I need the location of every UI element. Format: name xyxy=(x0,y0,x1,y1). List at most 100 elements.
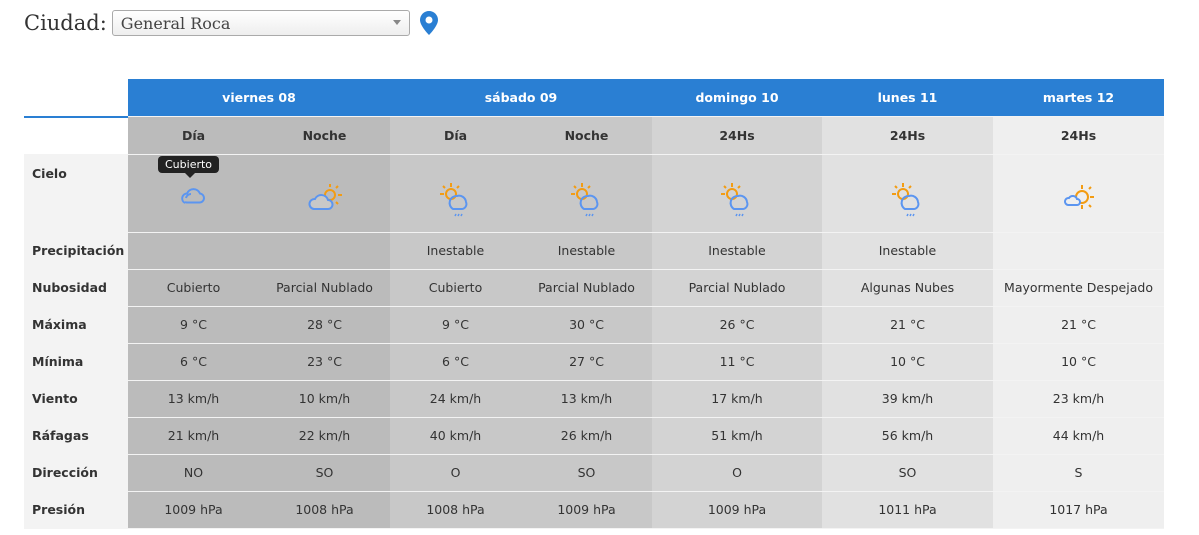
value-cell: 1008 hPa xyxy=(390,491,521,529)
value-cell: 24 km/h xyxy=(390,380,521,418)
city-label: Ciudad: xyxy=(24,11,107,35)
period-header: 24Hs xyxy=(822,116,993,155)
day-header: lunes 11 xyxy=(822,79,993,117)
value-cell: Mayormente Despejado xyxy=(993,269,1164,307)
value-cell: 9 °C xyxy=(128,306,259,344)
period-row: Día Noche Día Noche 24Hs 24Hs 24Hs xyxy=(24,116,1164,155)
value-cell: O xyxy=(390,454,521,492)
value-cell: O xyxy=(652,454,822,492)
city-select-value: General Roca xyxy=(120,13,231,33)
sky-cell[interactable] xyxy=(993,154,1164,233)
corner-cell xyxy=(24,79,128,118)
value-cell xyxy=(993,232,1164,270)
value-cell: Parcial Nublado xyxy=(652,269,822,307)
forecast-table: viernes 08 sábado 09 domingo 10 lunes 11… xyxy=(24,79,1164,529)
value-cell: 1009 hPa xyxy=(652,491,822,529)
partly-cloudy-icon xyxy=(307,183,342,210)
value-cell: 17 km/h xyxy=(652,380,822,418)
value-cell xyxy=(128,232,259,270)
city-selector-bar: Ciudad: General Roca xyxy=(24,10,438,36)
value-cell: 9 °C xyxy=(390,306,521,344)
value-cell: 21 km/h xyxy=(128,417,259,455)
city-select[interactable]: General Roca xyxy=(111,10,410,36)
value-cell: 22 km/h xyxy=(259,417,390,455)
day-header: sábado 09 xyxy=(390,79,652,117)
row-label: Ráfagas xyxy=(24,417,128,455)
value-cell: 27 °C xyxy=(521,343,652,381)
day-header: martes 12 xyxy=(993,79,1164,117)
value-cell: 10 °C xyxy=(822,343,993,381)
value-cell: 6 °C xyxy=(128,343,259,381)
value-cell: 40 km/h xyxy=(390,417,521,455)
row-label: Viento xyxy=(24,380,128,418)
value-cell: Inestable xyxy=(521,232,652,270)
value-cell: 56 km/h xyxy=(822,417,993,455)
day-header: viernes 08 xyxy=(128,79,390,117)
value-cell: SO xyxy=(521,454,652,492)
row-label: Presión xyxy=(24,491,128,529)
row-mínima: Mínima 6 °C 23 °C 6 °C 27 °C 11 °C 10 °C 10 °C xyxy=(24,343,1164,381)
cloud-icon xyxy=(180,187,205,204)
value-cell: 23 km/h xyxy=(993,380,1164,418)
row-label: Dirección xyxy=(24,454,128,492)
value-cell: 1009 hPa xyxy=(521,491,652,529)
value-cell: S xyxy=(993,454,1164,492)
rain-sun-icon xyxy=(570,182,598,216)
row-label xyxy=(24,116,128,155)
period-header: Noche xyxy=(259,116,390,155)
value-cell: 23 °C xyxy=(259,343,390,381)
value-cell: 26 °C xyxy=(652,306,822,344)
sky-cell[interactable] xyxy=(652,154,822,233)
row-nubosidad: Nubosidad Cubierto Parcial Nublado Cubierto… xyxy=(24,269,1164,307)
value-cell: 30 °C xyxy=(521,306,652,344)
value-cell: Cubierto xyxy=(390,269,521,307)
value-cell: 1008 hPa xyxy=(259,491,390,529)
row-dirección: Dirección NO SO O SO O SO S xyxy=(24,454,1164,492)
value-cell: 26 km/h xyxy=(521,417,652,455)
row-viento: Viento 13 km/h 10 km/h 24 km/h 13 km/h 17 km/… xyxy=(24,380,1164,418)
sky-cell[interactable] xyxy=(521,154,652,233)
value-cell: Algunas Nubes xyxy=(822,269,993,307)
row-label: Cielo xyxy=(24,154,128,233)
chevron-down-icon xyxy=(392,20,401,29)
row-precipitación: Precipitación Inestable Inestable Inestable… xyxy=(24,232,1164,270)
value-cell: NO xyxy=(128,454,259,492)
row-label: Nubosidad xyxy=(24,269,128,307)
value-cell: 13 km/h xyxy=(128,380,259,418)
row-label: Máxima xyxy=(24,306,128,344)
rain-sun-icon xyxy=(721,182,749,216)
value-cell: Inestable xyxy=(390,232,521,270)
row-label: Mínima xyxy=(24,343,128,381)
value-cell: Parcial Nublado xyxy=(521,269,652,307)
rain-sun-icon xyxy=(891,182,919,216)
row-ráfagas: Ráfagas 21 km/h 22 km/h 40 km/h 26 km/h 51 km… xyxy=(24,417,1164,455)
value-cell: 6 °C xyxy=(390,343,521,381)
value-cell: 10 km/h xyxy=(259,380,390,418)
value-cell: 39 km/h xyxy=(822,380,993,418)
value-cell: 28 °C xyxy=(259,306,390,344)
value-cell: 44 km/h xyxy=(993,417,1164,455)
value-cell: 13 km/h xyxy=(521,380,652,418)
value-cell: 51 km/h xyxy=(652,417,822,455)
value-cell: 1009 hPa xyxy=(128,491,259,529)
sky-tooltip: Cubierto xyxy=(158,156,220,178)
value-cell: 1017 hPa xyxy=(993,491,1164,529)
value-cell: 1011 hPa xyxy=(822,491,993,529)
value-cell: 10 °C xyxy=(993,343,1164,381)
period-header: 24Hs xyxy=(993,116,1164,155)
value-cell: Inestable xyxy=(652,232,822,270)
row-máxima: Máxima 9 °C 28 °C 9 °C 30 °C 26 °C 21 °C 21 °C xyxy=(24,306,1164,344)
sky-cell[interactable] xyxy=(822,154,993,233)
value-cell: SO xyxy=(822,454,993,492)
sky-cell[interactable] xyxy=(390,154,521,233)
value-cell: 11 °C xyxy=(652,343,822,381)
value-cell: Inestable xyxy=(822,232,993,270)
sky-cell[interactable] xyxy=(259,154,390,233)
value-cell: Cubierto xyxy=(128,269,259,307)
value-cell: 21 °C xyxy=(822,306,993,344)
value-cell xyxy=(259,232,390,270)
location-pin-icon[interactable] xyxy=(419,11,438,35)
value-cell: SO xyxy=(259,454,390,492)
row-label: Precipitación xyxy=(24,232,128,270)
row-presión: Presión 1009 hPa 1008 hPa 1008 hPa 1009 hPa 1… xyxy=(24,491,1164,529)
